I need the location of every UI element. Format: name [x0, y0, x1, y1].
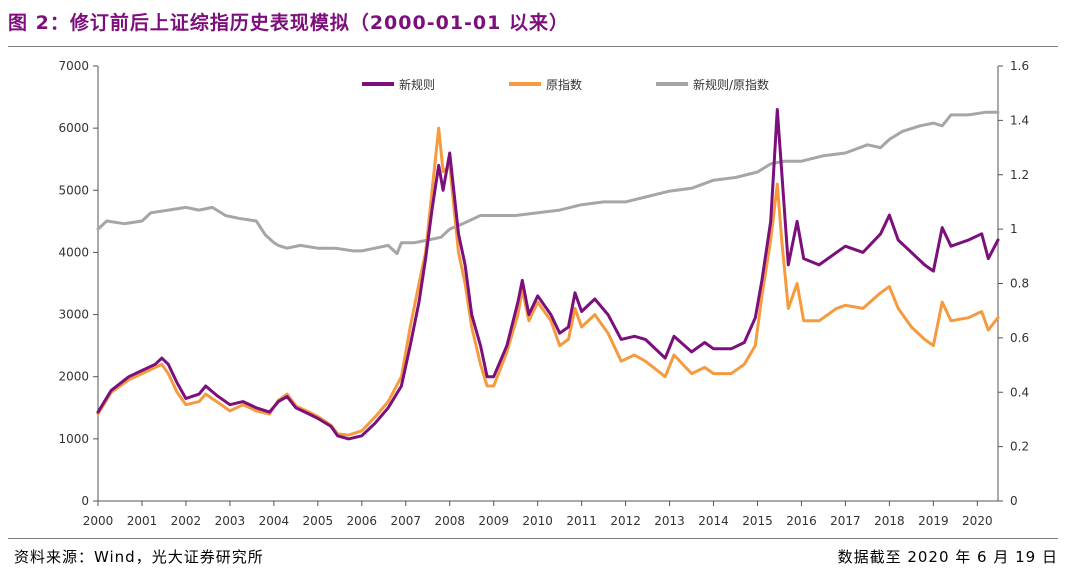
- x-tick-label: 2018: [874, 514, 905, 528]
- right-tick-label: 0.8: [1010, 277, 1029, 291]
- series-line-new-rule: [96, 108, 1000, 441]
- right-tick-label: 0: [1010, 494, 1018, 508]
- x-tick-label: 2020: [962, 514, 993, 528]
- x-tick-label: 2015: [742, 514, 773, 528]
- top-divider: [8, 46, 1058, 47]
- x-tick-label: 2002: [171, 514, 202, 528]
- figure-title: 图 2：修订前后上证综指历史表现模拟（2000-01-01 以来）: [8, 12, 569, 34]
- right-tick-label: 1.4: [1010, 113, 1029, 127]
- left-tick-label: 2000: [58, 370, 89, 384]
- legend-label-ratio: 新规则/原指数: [693, 77, 769, 92]
- x-tick-label: 2009: [478, 514, 509, 528]
- x-tick-label: 2004: [259, 514, 290, 528]
- legend-item-new-rule: 新规则: [362, 77, 435, 92]
- plot-area: 0 1000 2000 3000 4000 5000 6000 7000 0 0.2 0.4 0.6…: [58, 59, 1029, 528]
- right-tick-label: 0.4: [1010, 385, 1029, 399]
- left-tick-label: 3000: [58, 308, 89, 322]
- left-tick-label: 7000: [58, 59, 89, 73]
- left-tick-label: 4000: [58, 245, 89, 259]
- x-tick-label: 2005: [303, 514, 334, 528]
- x-tick-label: 2006: [347, 514, 378, 528]
- x-tick-label: 2008: [434, 514, 465, 528]
- legend-label-new-rule: 新规则: [399, 77, 435, 92]
- left-tick-label: 5000: [58, 183, 89, 197]
- legend-item-original: 原指数: [509, 77, 582, 92]
- left-tick-label: 6000: [58, 121, 89, 135]
- left-tick-label: 0: [81, 494, 89, 508]
- bottom-divider: [8, 538, 1058, 539]
- series-group: [96, 108, 1000, 441]
- x-tick-label: 2001: [127, 514, 158, 528]
- x-tick-label: 2017: [830, 514, 861, 528]
- left-tick-label: 1000: [58, 432, 89, 446]
- chart: 0 1000 2000 3000 4000 5000 6000 7000 0 0.2 0.4 0.6…: [58, 59, 1029, 528]
- legend: 新规则 原指数 新规则/原指数: [362, 77, 769, 92]
- legend-item-ratio: 新规则/原指数: [656, 77, 769, 92]
- right-tick-label: 1.6: [1010, 59, 1029, 73]
- series-line-ratio: [96, 110, 1000, 256]
- source-note: 资料来源：Wind，光大证券研究所: [14, 548, 264, 566]
- x-tick-label: 2011: [566, 514, 597, 528]
- x-tick-label: 2014: [698, 514, 729, 528]
- right-tick-label: 0.2: [1010, 440, 1029, 454]
- legend-label-original: 原指数: [546, 77, 582, 92]
- x-tick-label: 2016: [786, 514, 817, 528]
- x-tick-label: 2007: [390, 514, 421, 528]
- right-tick-label: 1: [1010, 222, 1018, 236]
- right-axis-ticks: 0 0.2 0.4 0.6 0.8 1 1.2 1.4 1.6: [998, 59, 1029, 508]
- x-tick-label: 2000: [83, 514, 114, 528]
- x-tick-label: 2012: [610, 514, 641, 528]
- x-tick-label: 2019: [918, 514, 949, 528]
- data-date-note: 数据截至 2020 年 6 月 19 日: [837, 548, 1058, 566]
- right-tick-label: 1.2: [1010, 168, 1029, 182]
- right-tick-label: 0.6: [1010, 331, 1029, 345]
- x-axis-ticks: 2000 2001 2002 2003 2004 2005 2006 2007 2008 2009…: [83, 501, 993, 528]
- x-tick-label: 2013: [654, 514, 685, 528]
- x-tick-label: 2010: [522, 514, 553, 528]
- x-tick-label: 2003: [215, 514, 246, 528]
- left-axis-ticks: 0 1000 2000 3000 4000 5000 6000 7000: [58, 59, 98, 508]
- series-line-original: [96, 126, 1000, 437]
